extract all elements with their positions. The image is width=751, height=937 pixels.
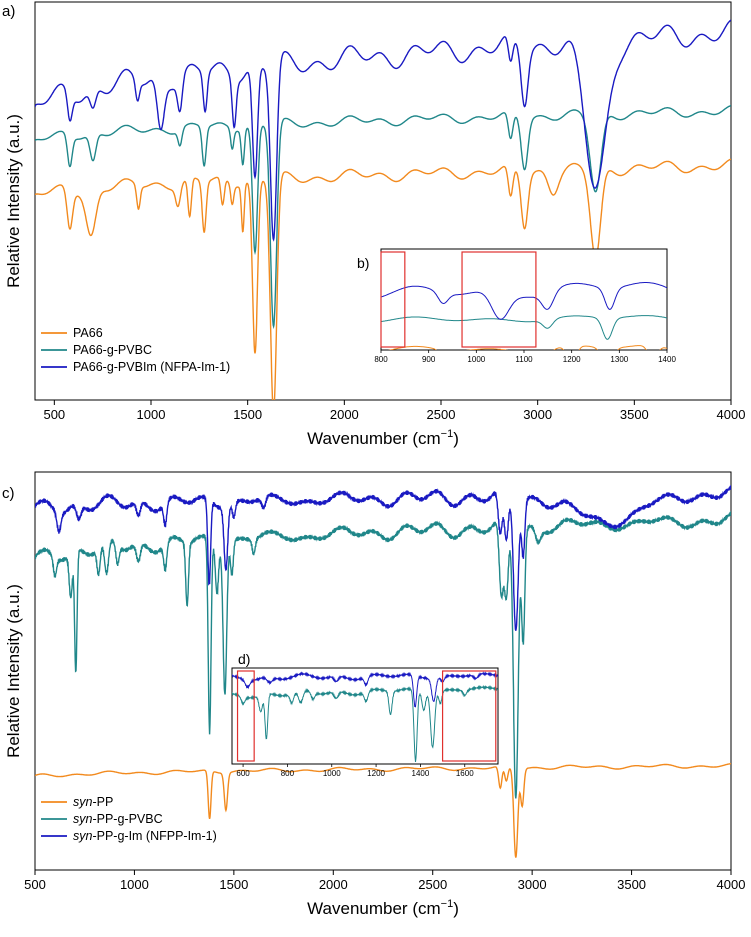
inset-tick-label: 1400 xyxy=(412,769,430,778)
inset-tick-label: 1200 xyxy=(563,355,581,364)
legend-entry: PA66 xyxy=(73,326,103,340)
highlight-box xyxy=(236,670,255,762)
x-tick-label: 3000 xyxy=(523,407,552,422)
x-tick-label: 4000 xyxy=(717,407,746,422)
x-tick-label: 1000 xyxy=(120,877,149,892)
inset-tick-label: 1100 xyxy=(515,355,533,364)
inset-series-line xyxy=(232,671,498,708)
x-tick-label: 4000 xyxy=(717,877,746,892)
panel-label: c) xyxy=(2,485,15,502)
panel-a: 500 1000 1500 2000 2500 3000 3500 4000 Wavenumbe… xyxy=(2,1,746,448)
inset-tick-label: 1400 xyxy=(658,355,676,364)
series-lines xyxy=(35,485,731,858)
highlight-box xyxy=(441,670,497,762)
x-axis-title: Wavenumber (cm−1) xyxy=(307,898,459,918)
legend-entry: syn-PP-g-Im (NFPP-Im-1) xyxy=(73,829,217,843)
inset-tick-label: 1200 xyxy=(367,769,385,778)
x-axis-title: Wavenumber (cm−1) xyxy=(307,428,459,448)
legend-entry: PA66-g-PVBIm (NFPA-Im-1) xyxy=(73,360,230,374)
inset-series-line xyxy=(381,282,667,320)
x-tick-label: 500 xyxy=(24,877,46,892)
series-line-im xyxy=(35,485,731,631)
inset-tick-label: 800 xyxy=(281,769,295,778)
inset-series-line xyxy=(232,684,498,763)
panel-label: a) xyxy=(2,3,15,20)
inset-frame xyxy=(380,248,668,351)
inset-tick-label: 1600 xyxy=(456,769,474,778)
x-tick-label: 1000 xyxy=(137,407,166,422)
inset-label: d) xyxy=(238,651,250,667)
inset-tick-label: 1000 xyxy=(467,355,485,364)
x-tick-label: 3000 xyxy=(518,877,547,892)
inset-label: b) xyxy=(357,255,369,271)
highlight-box xyxy=(461,251,537,348)
inset-tick-label: 900 xyxy=(422,355,436,364)
panel-c: 500 1000 1500 2000 2500 3000 3500 4000 Wavenumbe… xyxy=(2,471,746,918)
legend-entry: syn-PP-g-PVBC xyxy=(73,812,163,826)
inset-plot: 600 800 1000 1200 1400 1600 d) xyxy=(231,651,499,778)
x-tick-label: 2000 xyxy=(319,877,348,892)
series-line-pa66 xyxy=(35,763,731,858)
legend-entry: PA66-g-PVBC xyxy=(73,343,152,357)
plot-frame xyxy=(34,471,732,871)
x-tick-label: 2000 xyxy=(330,407,359,422)
y-axis-title: Relative Intensity (a.u.) xyxy=(4,584,23,758)
inset-tick-label: 800 xyxy=(374,355,388,364)
x-tick-label: 3500 xyxy=(617,877,646,892)
inset-plot: 800 900 1000 1100 1200 1300 1400 b) xyxy=(357,248,676,364)
series-lines xyxy=(35,19,731,400)
series-line-pvbc xyxy=(35,104,731,330)
highlight-box xyxy=(380,251,406,348)
x-tick-label: 1500 xyxy=(233,407,262,422)
legend-entry: syn-PP xyxy=(73,795,113,809)
inset-tick-label: 1000 xyxy=(323,769,341,778)
x-tick-label: 1500 xyxy=(219,877,248,892)
series-line-pa66 xyxy=(35,158,731,400)
inset-series-line xyxy=(388,345,667,350)
series-line-im xyxy=(35,19,731,242)
inset-tick-label: 1300 xyxy=(610,355,628,364)
x-tick-label: 3500 xyxy=(620,407,649,422)
inset-frame xyxy=(231,667,499,765)
x-tick-label: 2500 xyxy=(427,407,456,422)
x-tick-label: 500 xyxy=(43,407,65,422)
y-axis-title: Relative Intensity (a.u.) xyxy=(4,114,23,288)
inset-tick-label: 600 xyxy=(236,769,250,778)
plot-frame xyxy=(34,1,732,401)
x-tick-label: 2500 xyxy=(418,877,447,892)
inset-series-line xyxy=(381,315,667,340)
